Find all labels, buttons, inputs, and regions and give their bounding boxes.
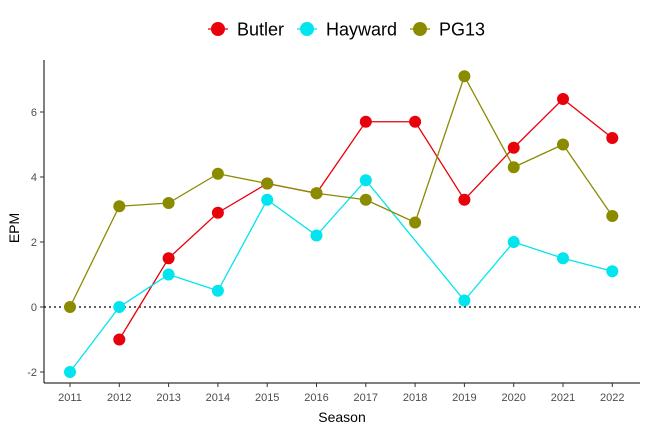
data-point-pg13 bbox=[507, 161, 520, 174]
data-point-pg13 bbox=[359, 193, 372, 206]
data-point-pg13 bbox=[557, 138, 569, 151]
x-tick-label: 2012 bbox=[107, 392, 131, 404]
x-tick-label: 2015 bbox=[255, 392, 279, 404]
y-tick-label: 6 bbox=[31, 107, 37, 119]
data-point-pg13 bbox=[606, 210, 619, 222]
data-point-pg13 bbox=[409, 216, 422, 229]
y-tick-label: 2 bbox=[31, 237, 37, 249]
x-tick-label: 2018 bbox=[403, 392, 427, 404]
y-axis: -2 0 2 4 6 bbox=[27, 60, 45, 383]
x-tick-label: 2016 bbox=[304, 392, 328, 404]
data-point-hayward bbox=[557, 252, 569, 265]
x-axis-title: Season bbox=[318, 409, 365, 425]
data-point-butler bbox=[409, 115, 422, 128]
data-point-butler bbox=[211, 206, 224, 219]
legend-label-butler: Butler bbox=[237, 20, 284, 40]
data-point-butler bbox=[458, 193, 471, 206]
data-point-hayward bbox=[211, 284, 224, 297]
series-line-pg13 bbox=[69, 74, 613, 308]
y-tick-label: 4 bbox=[31, 172, 37, 184]
x-tick-label: 2017 bbox=[354, 392, 378, 404]
x-axis: 2011 2012 2013 2014 2015 2016 2017 2018 2019 2020… bbox=[44, 382, 640, 404]
legend-label-pg13: PG13 bbox=[439, 20, 485, 40]
data-point-butler bbox=[557, 93, 569, 105]
plot-area bbox=[44, 70, 640, 378]
data-point-butler bbox=[359, 115, 372, 128]
data-point-pg13 bbox=[458, 70, 471, 83]
data-point-pg13 bbox=[310, 187, 323, 200]
data-point-pg13 bbox=[211, 167, 224, 180]
legend-marker-pg13 bbox=[413, 22, 427, 36]
y-tick-label: 0 bbox=[31, 302, 37, 314]
data-point-pg13 bbox=[113, 200, 126, 213]
data-point-butler bbox=[507, 141, 520, 154]
data-point-pg13 bbox=[261, 177, 274, 190]
data-point-hayward bbox=[310, 229, 323, 242]
data-point-hayward bbox=[162, 268, 175, 281]
x-tick-label: 2021 bbox=[551, 392, 575, 404]
x-tick-label: 2019 bbox=[452, 392, 476, 404]
data-point-butler bbox=[606, 132, 619, 144]
x-tick-label: 2014 bbox=[206, 392, 230, 404]
data-point-hayward bbox=[606, 265, 619, 278]
legend-marker-hayward bbox=[300, 22, 314, 36]
data-point-hayward bbox=[507, 236, 520, 248]
x-tick-label: 2013 bbox=[156, 392, 180, 404]
y-tick-label: -2 bbox=[27, 367, 37, 379]
data-point-pg13 bbox=[64, 301, 76, 313]
series-line-butler bbox=[118, 98, 613, 340]
data-point-hayward bbox=[113, 301, 126, 313]
legend: Butler Hayward PG13 bbox=[208, 20, 485, 40]
legend-marker-butler bbox=[211, 22, 225, 36]
x-tick-label: 2020 bbox=[501, 392, 525, 404]
data-point-butler bbox=[162, 252, 175, 265]
data-point-hayward bbox=[458, 294, 471, 307]
y-axis-title: EPM bbox=[6, 213, 22, 243]
data-point-hayward bbox=[261, 193, 274, 206]
legend-label-hayward: Hayward bbox=[326, 20, 397, 40]
x-tick-label: 2011 bbox=[58, 392, 82, 404]
data-point-hayward bbox=[359, 174, 372, 187]
data-point-pg13 bbox=[162, 197, 175, 209]
series-line-hayward bbox=[69, 179, 613, 373]
data-point-hayward bbox=[64, 366, 76, 378]
data-point-butler bbox=[113, 333, 126, 346]
x-tick-label: 2022 bbox=[600, 392, 624, 404]
